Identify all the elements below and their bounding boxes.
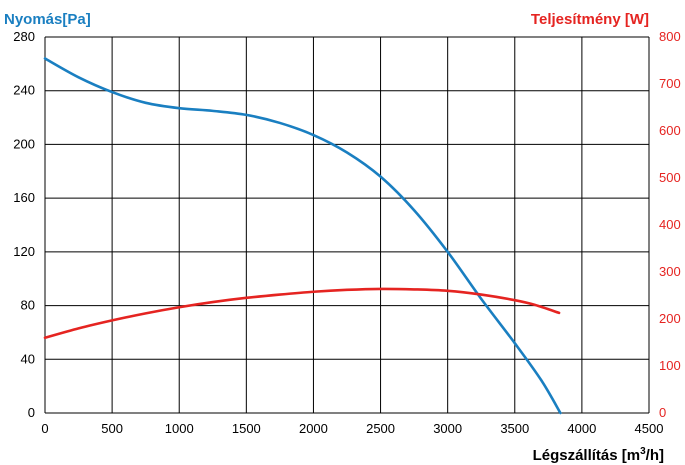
y-left-tick-label-7: 280 — [13, 29, 35, 44]
y-left-tick-label-4: 160 — [13, 190, 35, 205]
x-tick-label-9: 4500 — [635, 421, 664, 436]
power-curve-line — [43, 287, 561, 340]
pressure-curve-line — [43, 57, 562, 415]
y-right-tick-label-4: 400 — [659, 217, 681, 232]
series-layer — [43, 57, 562, 415]
y-right-tick-label-0: 0 — [659, 405, 666, 420]
y-left-tick-label-6: 240 — [13, 83, 35, 98]
x-tick-label-0: 0 — [41, 421, 48, 436]
x-tick-label-4: 2000 — [299, 421, 328, 436]
x-tick-label-6: 3000 — [433, 421, 462, 436]
x-tick-label-7: 3500 — [500, 421, 529, 436]
y-left-tick-label-3: 120 — [13, 244, 35, 259]
y-left-tick-label-5: 200 — [13, 136, 35, 151]
y-left-axis-title: Nyomás[Pa] — [4, 11, 91, 28]
x-tick-labels: 0 500 1000 1500 2000 2500 3000 3500 4000 4500 — [41, 421, 663, 436]
y-right-tick-label-5: 500 — [659, 170, 681, 185]
y-right-tick-labels: 0 100 200 300 400 500 600 700 800 — [659, 29, 681, 420]
x-tick-label-1: 500 — [101, 421, 123, 436]
x-tick-label-5: 2500 — [366, 421, 395, 436]
y-right-tick-label-6: 600 — [659, 123, 681, 138]
y-left-tick-labels: 0 40 80 120 160 200 240 280 — [13, 29, 35, 420]
y-right-axis-title: Teljesítmény [W] — [531, 11, 649, 28]
y-right-tick-label-1: 100 — [659, 358, 681, 373]
y-left-tick-label-0: 0 — [28, 405, 35, 420]
x-tick-label-2: 1000 — [165, 421, 194, 436]
y-left-tick-label-1: 40 — [21, 351, 35, 366]
x-axis-title: Légszállítás [m3/h] — [533, 446, 664, 464]
x-tick-label-8: 4000 — [567, 421, 596, 436]
y-left-tick-label-2: 80 — [21, 298, 35, 313]
y-right-tick-label-8: 800 — [659, 29, 681, 44]
grid — [44, 36, 650, 414]
y-right-tick-label-7: 700 — [659, 76, 681, 91]
x-tick-label-3: 1500 — [232, 421, 261, 436]
y-right-tick-label-2: 200 — [659, 311, 681, 326]
y-right-tick-label-3: 300 — [659, 264, 681, 279]
